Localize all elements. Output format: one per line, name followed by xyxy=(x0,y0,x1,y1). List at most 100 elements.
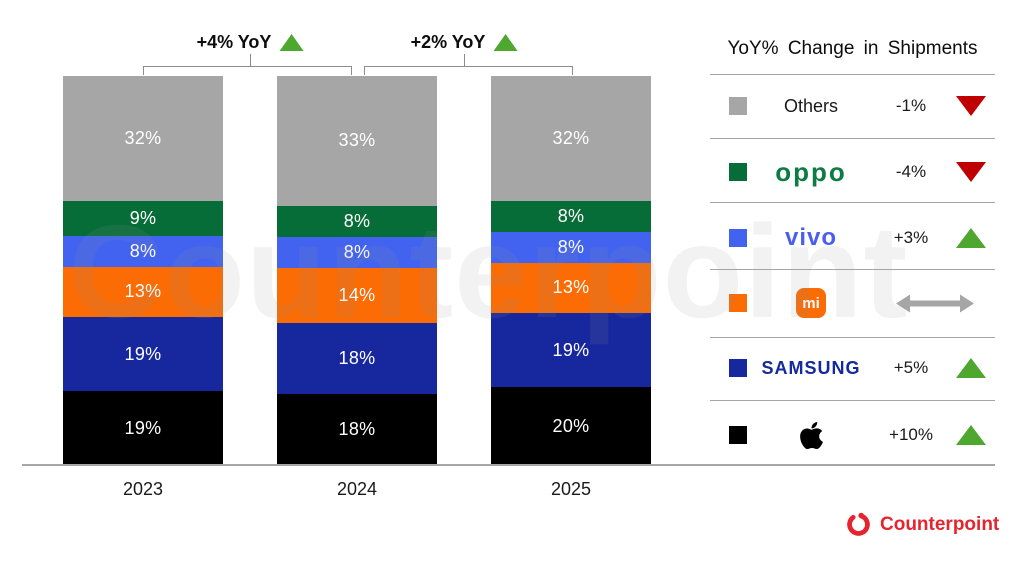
bar-segment-others-2023: 32% xyxy=(63,76,223,201)
trend-arrow xyxy=(947,96,995,116)
legend-swatch-others xyxy=(729,97,747,115)
bar-2024: 33% 8% 8% 14% 18% 18% xyxy=(277,76,437,465)
x-axis-line xyxy=(22,464,995,466)
up-triangle-icon xyxy=(279,33,304,51)
bar-2023: 32% 9% 8% 13% 19% 19% xyxy=(63,76,223,465)
yoy-change-value: +3% xyxy=(893,228,929,247)
legend-divider xyxy=(710,400,995,401)
bar-segment-oppo-2023: 9% xyxy=(63,200,223,236)
yoy-note-label: +4% YoY xyxy=(196,31,272,52)
legend-row-apple: +10% xyxy=(710,403,995,467)
segment-value-label: 32% xyxy=(552,127,590,148)
brand-wordmark: oppo xyxy=(775,157,847,187)
segment-value-label: 18% xyxy=(338,348,376,369)
bar-segment-vivo-2023: 8% xyxy=(63,235,223,267)
down-triangle-icon xyxy=(956,96,986,116)
yoy-note-label: +2% YoY xyxy=(410,31,486,52)
bar-segment-samsung-2025: 19% xyxy=(491,313,651,388)
up-triangle-icon xyxy=(493,33,518,51)
yoy-change-value: +5% xyxy=(893,358,929,377)
brand-wordmark: Others xyxy=(783,95,839,116)
yoy-change-value: -4% xyxy=(895,162,927,181)
legend-row-vivo: vivo +3% xyxy=(710,206,995,270)
legend-divider xyxy=(710,337,995,338)
yoy-bracket-stem xyxy=(464,54,465,66)
legend-swatch-mi xyxy=(729,294,747,312)
yoy-change-value: +10% xyxy=(889,425,933,444)
bar-2025: 32% 8% 8% 13% 19% 20% xyxy=(491,76,651,465)
segment-value-label: 19% xyxy=(124,343,162,364)
brand-wordmark: vivo xyxy=(784,224,838,251)
segment-value-label: 8% xyxy=(129,240,157,261)
yoy-change-value: -1% xyxy=(895,96,927,115)
down-triangle-icon xyxy=(956,162,986,182)
bar-segment-vivo-2024: 8% xyxy=(277,237,437,269)
xiaomi-mi-icon: mi xyxy=(796,288,826,318)
segment-value-label: 13% xyxy=(552,277,590,298)
mi-logo: mi xyxy=(747,288,875,318)
trend-arrow xyxy=(947,425,995,445)
legend-swatch-vivo xyxy=(729,229,747,247)
bar-segment-apple-2023: 19% xyxy=(63,391,223,465)
yoy-note-2024-2025: +2% YoY xyxy=(411,30,518,54)
legend-title: YoY% Change in Shipments xyxy=(727,38,978,59)
bar-segment-xiaomi-2025: 13% xyxy=(491,262,651,314)
bar-segment-oppo-2024: 8% xyxy=(277,205,437,238)
segment-value-label: 13% xyxy=(124,281,162,302)
x-axis-label-2023: 2023 xyxy=(122,479,164,499)
bar-segment-apple-2024: 18% xyxy=(277,394,437,465)
trend-arrow xyxy=(947,162,995,182)
yoy-bracket xyxy=(143,66,352,75)
counterpoint-logo-text: Counterpoint xyxy=(880,513,1000,535)
bar-segment-samsung-2023: 19% xyxy=(63,317,223,392)
legend-swatch-apple xyxy=(729,426,747,444)
legend-divider xyxy=(710,138,995,139)
counterpoint-logo: Counterpoint xyxy=(845,511,999,538)
segment-value-label: 8% xyxy=(343,242,371,263)
bar-segment-apple-2025: 20% xyxy=(491,387,651,465)
segment-value-label: 33% xyxy=(338,130,376,151)
up-triangle-icon xyxy=(956,358,986,378)
legend-row-mi: mi xyxy=(710,271,995,335)
up-triangle-icon xyxy=(956,228,986,248)
oppo-logo: oppo xyxy=(747,159,875,185)
segment-value-label: 18% xyxy=(338,419,376,439)
x-axis-label-2024: 2024 xyxy=(336,479,378,499)
segment-value-label: 8% xyxy=(557,205,585,226)
counterpoint-logo-icon xyxy=(847,512,870,536)
legend-row-samsung: SAMSUNG +5% xyxy=(710,336,995,400)
legend-row-oppo: oppo -4% xyxy=(710,140,995,204)
yoy-bracket-stem xyxy=(250,54,251,66)
bar-segment-oppo-2025: 8% xyxy=(491,200,651,232)
legend-divider xyxy=(710,269,995,270)
bar-segment-xiaomi-2024: 14% xyxy=(277,268,437,324)
trend-arrow xyxy=(947,358,995,378)
legend-divider xyxy=(710,202,995,203)
segment-value-label: 9% xyxy=(129,207,157,228)
bar-segment-xiaomi-2023: 13% xyxy=(63,266,223,318)
segment-value-label: 20% xyxy=(552,415,590,436)
yoy-bracket xyxy=(364,66,573,75)
brand-wordmark: SAMSUNG xyxy=(761,358,861,378)
legend-divider xyxy=(710,74,995,75)
bar-segment-vivo-2025: 8% xyxy=(491,231,651,263)
legend-swatch-oppo xyxy=(729,163,747,181)
flat-arrow-icon xyxy=(875,293,995,314)
bar-segment-others-2025: 32% xyxy=(491,76,651,201)
segment-value-label: 8% xyxy=(343,210,371,231)
segment-value-label: 8% xyxy=(557,236,585,257)
apple-logo xyxy=(747,420,875,451)
others-logo: Others xyxy=(747,96,875,117)
samsung-logo: SAMSUNG xyxy=(747,359,875,377)
yoy-note-2023-2024: +4% YoY xyxy=(197,30,304,54)
legend-panel: YoY% Change in Shipments Others -1% oppo -4… xyxy=(710,0,995,566)
bar-segment-samsung-2024: 18% xyxy=(277,323,437,395)
segment-value-label: 14% xyxy=(338,285,376,306)
segment-value-label: 19% xyxy=(124,417,162,438)
legend-swatch-samsung xyxy=(729,359,747,377)
segment-value-label: 32% xyxy=(124,127,162,148)
vivo-logo: vivo xyxy=(747,226,875,250)
legend-row-others: Others -1% xyxy=(710,74,995,138)
